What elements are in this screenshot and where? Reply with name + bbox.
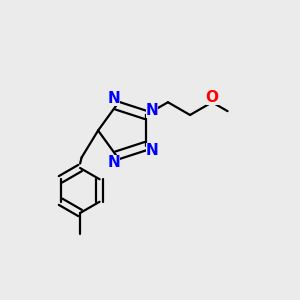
Text: N: N [146, 103, 158, 118]
Text: N: N [146, 143, 158, 158]
Text: N: N [108, 91, 120, 106]
Text: O: O [206, 90, 219, 105]
Text: N: N [108, 155, 120, 170]
